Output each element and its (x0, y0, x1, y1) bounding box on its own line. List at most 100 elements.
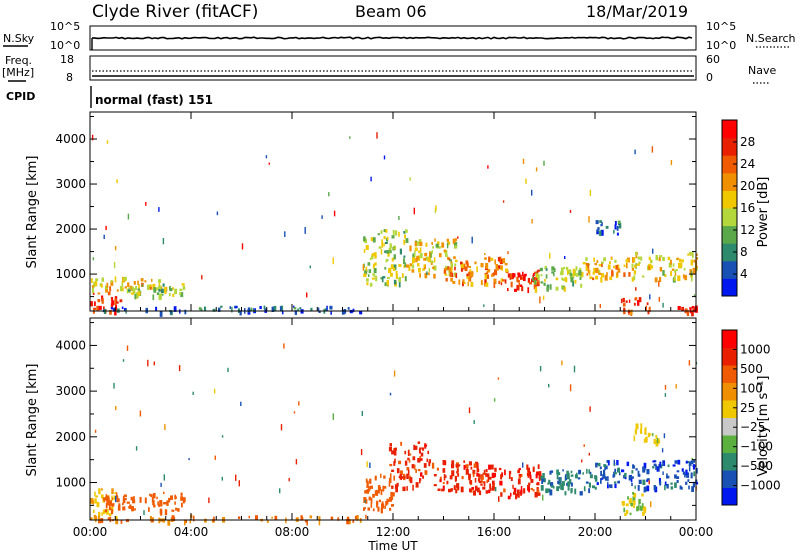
heatmap-cell (536, 276, 538, 282)
heatmap-cell (403, 231, 406, 234)
heatmap-cell (366, 485, 369, 488)
heatmap-cell (184, 309, 187, 315)
heatmap-cell (306, 519, 308, 526)
heatmap-cell (625, 509, 629, 514)
heatmap-cell (671, 268, 675, 271)
heatmap-cell (474, 478, 477, 483)
heatmap-cell (184, 519, 186, 526)
heatmap-cell (466, 276, 469, 279)
heatmap-cell (372, 263, 375, 269)
heatmap-cell (662, 256, 665, 261)
heatmap-cell (600, 478, 602, 484)
heatmap-cell (370, 502, 373, 508)
heatmap-cell (364, 270, 368, 275)
heatmap-cell (484, 279, 487, 284)
heatmap-cell (396, 468, 400, 474)
heatmap-cell (507, 288, 509, 292)
heatmap-cell (374, 252, 377, 255)
heatmap-cell (364, 238, 367, 244)
heatmap-cell (662, 302, 664, 308)
heatmap-cell (424, 444, 428, 447)
heatmap-cell (103, 509, 106, 514)
heatmap-cell (545, 488, 549, 494)
heatmap-cell (95, 495, 98, 498)
heatmap-cell (574, 474, 578, 479)
heatmap-cell (476, 466, 479, 471)
heatmap-cell (274, 515, 278, 520)
heatmap-cell (570, 470, 573, 474)
heatmap-cell (105, 287, 108, 293)
x-tick-label: 08:00 (275, 525, 310, 539)
heatmap-cell (677, 275, 681, 282)
heatmap-cell (255, 515, 258, 520)
heatmap-cell (468, 265, 471, 268)
heatmap-cell (648, 306, 651, 313)
heatmap-cell (409, 177, 411, 181)
heatmap-cell (352, 519, 355, 523)
heatmap-cell (414, 464, 416, 470)
heatmap-cell (368, 496, 371, 501)
heatmap-cell (676, 257, 679, 260)
heatmap-cell (160, 288, 164, 294)
heatmap-cell (294, 310, 297, 315)
heatmap-cell (588, 216, 590, 223)
x-tick-label: 00:00 (679, 525, 714, 539)
heatmap-cell (544, 279, 546, 282)
heatmap-cell (94, 301, 96, 307)
heatmap-cell (372, 277, 375, 280)
heatmap-cell (110, 303, 114, 309)
nsky-label: N.Sky (3, 32, 35, 45)
heatmap-cell (599, 466, 602, 470)
heatmap-cell (602, 474, 606, 479)
time-xlabel: Time UT (367, 539, 418, 553)
heatmap-cell (422, 475, 424, 479)
heatmap-cell (280, 424, 283, 431)
heatmap-cell (407, 469, 410, 476)
heatmap-cell (485, 490, 489, 494)
heatmap-cell (389, 392, 392, 396)
heatmap-cell (115, 518, 119, 525)
heatmap-cell (406, 486, 408, 491)
heatmap-cell (498, 256, 502, 263)
heatmap-cell (593, 257, 595, 262)
heatmap-cell (560, 267, 564, 274)
heatmap-cell (632, 464, 635, 469)
heatmap-cell (454, 475, 457, 481)
heatmap-cell (667, 256, 671, 261)
heatmap-cell (164, 288, 167, 294)
heatmap-cell (485, 473, 488, 477)
heatmap-cell (497, 377, 500, 380)
heatmap-cell (603, 464, 607, 467)
heatmap-cell (382, 276, 386, 279)
colorbar-tick-label: 100 (740, 381, 763, 395)
heatmap-cell (692, 464, 696, 468)
heatmap-cell (534, 271, 538, 274)
heatmap-cell (588, 469, 591, 474)
heatmap-cell (607, 476, 609, 482)
heatmap-cell (238, 480, 240, 487)
heatmap-cell (567, 487, 570, 491)
heatmap-cell (234, 306, 237, 309)
heatmap-cell (468, 477, 471, 481)
heatmap-cell (449, 271, 453, 278)
heatmap-cell (365, 478, 368, 483)
heatmap-cell (617, 220, 621, 225)
colorbar-swatch (722, 330, 737, 348)
heatmap-cell (540, 475, 544, 480)
heatmap-cell (483, 304, 485, 307)
heatmap-cell (512, 273, 516, 278)
heatmap-cell (691, 306, 695, 309)
heatmap-cell (116, 289, 119, 292)
heatmap-cell (214, 455, 216, 460)
heatmap-cell (393, 451, 397, 456)
heatmap-cell (536, 489, 540, 494)
heatmap-cell (628, 272, 631, 277)
heatmap-cell (402, 486, 406, 492)
heatmap-cell (399, 248, 402, 255)
heatmap-cell (90, 302, 93, 307)
heatmap-cell (614, 221, 617, 226)
heatmap-cell (464, 465, 467, 468)
heatmap-cell (367, 262, 371, 266)
heatmap-cell (670, 259, 672, 265)
heatmap-cell (453, 272, 457, 277)
